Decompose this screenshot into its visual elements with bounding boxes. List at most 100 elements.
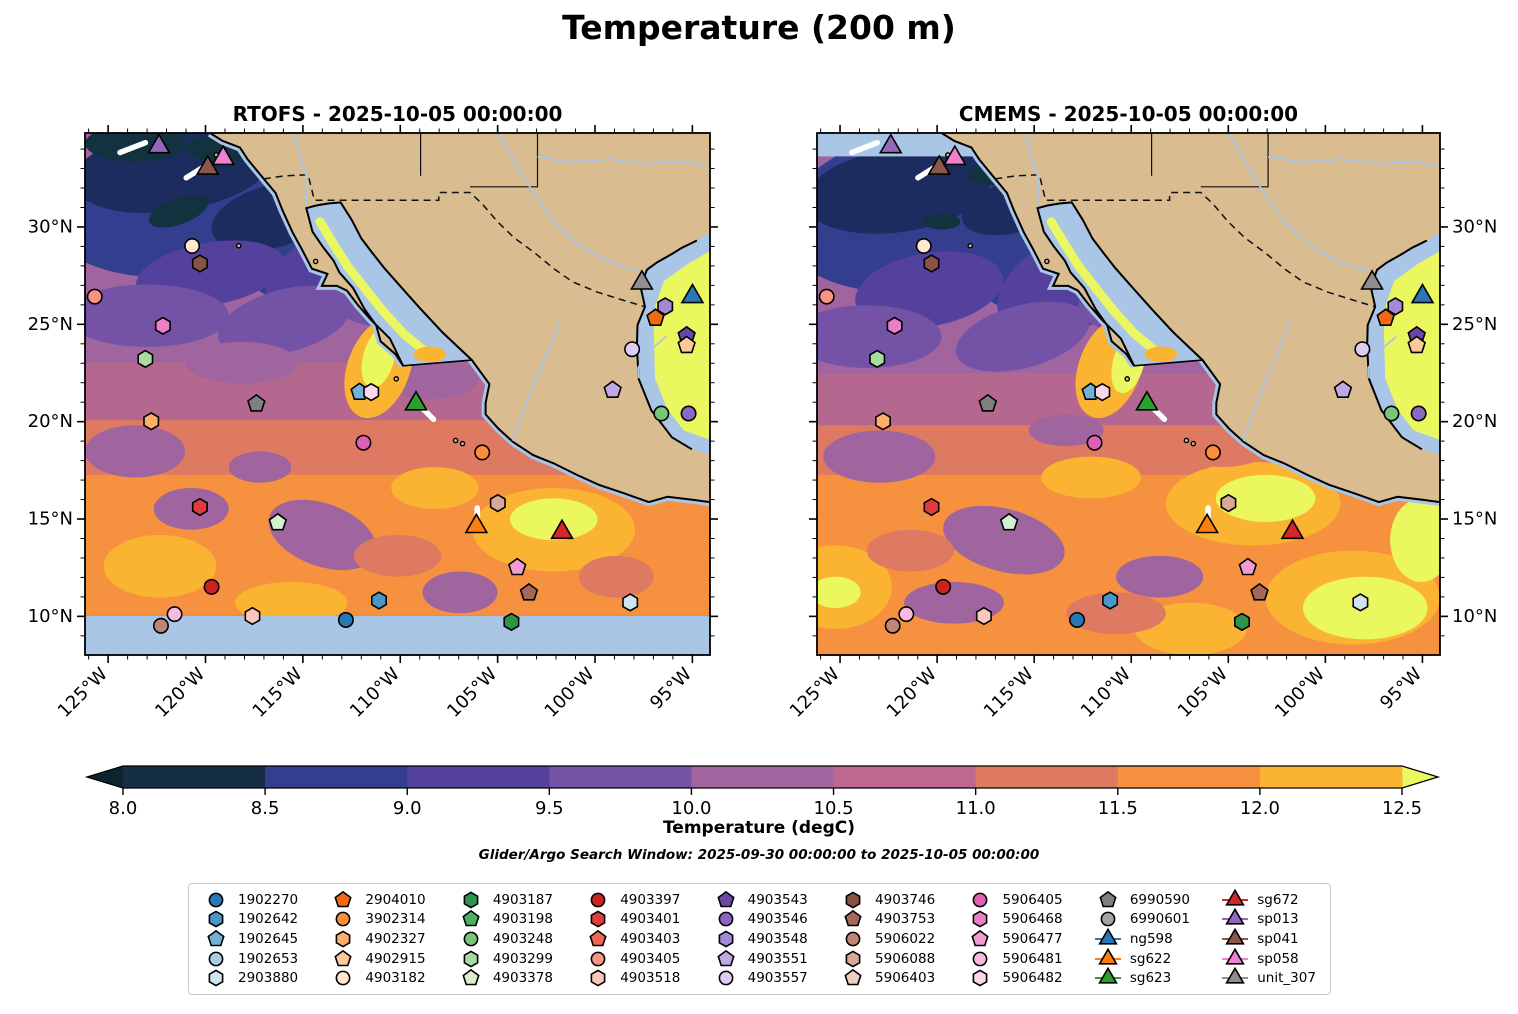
colorbar-segment <box>691 766 835 788</box>
map-marker-4903397 <box>203 578 220 595</box>
lon-tick-label: 125°W <box>786 664 844 722</box>
5906088-marker-icon <box>845 950 861 968</box>
map-marker-4903187 <box>503 612 520 632</box>
legend-label: 4903182 <box>365 970 426 987</box>
map-marker-5906022 <box>884 617 901 634</box>
legend-entry-4903187: 4903187 <box>458 890 553 910</box>
map-marker-4902327 <box>874 412 891 431</box>
legend-entry-2904010: 2904010 <box>330 890 426 910</box>
colorbar-segment <box>549 766 692 788</box>
legend-entry-4903551: 4903551 <box>713 949 808 969</box>
lon-tick-label: 105°W <box>443 664 501 722</box>
5906481-marker-icon <box>973 951 988 967</box>
map-marker-4903401 <box>923 497 940 517</box>
map-marker-1902642 <box>370 591 388 610</box>
legend-label: sg672 <box>1257 891 1299 908</box>
colorbar-under-arrow <box>87 766 123 788</box>
legend-label: 4903543 <box>747 891 808 908</box>
map-marker-sg623 <box>1135 390 1159 411</box>
legend-label: 5906088 <box>875 950 936 967</box>
map-marker-5906088 <box>489 493 506 513</box>
map-marker-4903546 <box>680 405 697 422</box>
4903378-marker-icon <box>462 969 480 986</box>
map-marker-4903548 <box>1387 297 1404 316</box>
legend-label: 5906022 <box>875 930 936 947</box>
colorbar-over-arrow <box>1402 766 1438 788</box>
legend-label: 3902314 <box>365 911 426 928</box>
map-marker-4903746 <box>923 254 940 273</box>
map-marker-4903248 <box>653 405 670 422</box>
colorbar-segment <box>1117 766 1261 788</box>
map-marker-4903397 <box>935 578 952 595</box>
colorbar-tick-label: 9.5 <box>535 798 564 819</box>
6990601-marker-icon <box>1100 911 1116 927</box>
lat-tick-label: 30°N <box>28 216 73 237</box>
map-marker-sg623 <box>404 390 428 411</box>
island <box>393 376 400 382</box>
legend-label: 4903198 <box>492 911 553 928</box>
legend-label: 6990590 <box>1129 891 1190 908</box>
map-marker-1902642 <box>1102 591 1119 610</box>
legend-entry-sg672: sg672 <box>1222 888 1316 910</box>
legend-label: sg622 <box>1129 950 1172 967</box>
4903551-marker-icon <box>716 949 735 966</box>
map-marker-1902270 <box>1069 611 1086 628</box>
legend-label: 4903299 <box>492 950 553 967</box>
legend-label: 4903405 <box>620 950 681 967</box>
legend-label: 4903557 <box>747 970 808 987</box>
legend-label: sp013 <box>1257 911 1299 928</box>
rtofs-subplot-title: RTOFS - 2025-10-05 00:00:00 <box>233 102 563 126</box>
state-border <box>1200 133 1269 188</box>
legend-label: 6990601 <box>1129 911 1190 928</box>
legend-entry-4903546: 4903546 <box>713 910 808 930</box>
1902270-marker-icon <box>208 892 224 908</box>
lat-tick-label: 25°N <box>1452 314 1497 335</box>
legend-label: 4903378 <box>492 970 553 987</box>
legend-label: 4903397 <box>620 891 681 908</box>
sp013-track <box>117 139 149 156</box>
1902642-marker-icon <box>208 910 224 928</box>
legend-label: 4903518 <box>620 970 681 987</box>
legend-label: 4903401 <box>620 911 681 928</box>
map-marker-5906481 <box>166 606 183 623</box>
rtofs-field <box>85 133 710 655</box>
map-marker-4903378 <box>999 512 1019 531</box>
map-marker-sg672 <box>1280 518 1305 540</box>
colorbar-segment <box>407 766 550 788</box>
search-window-subtitle: Glider/Argo Search Window: 2025-09-30 00… <box>478 847 1040 863</box>
map-marker-4903401 <box>191 497 208 517</box>
4903401-marker-icon <box>590 910 606 928</box>
legend-entry-4903403: 4903403 <box>585 929 680 949</box>
river <box>1024 133 1040 206</box>
map-marker-6990590 <box>247 393 266 412</box>
river <box>496 133 639 273</box>
map-marker-unit_307 <box>630 269 654 290</box>
legend-entry-sg622: sg622 <box>1094 947 1190 969</box>
5906477-marker-icon <box>971 929 990 947</box>
cmems-field <box>817 133 1440 655</box>
map-marker-2903880 <box>622 593 639 612</box>
4903248-marker-icon <box>463 931 479 947</box>
sp041-marker-icon <box>1222 927 1249 945</box>
legend-entry-1902270: 1902270 <box>203 890 298 910</box>
sg623-marker-icon <box>1094 966 1121 984</box>
map-marker-4903187 <box>1233 612 1251 632</box>
legend-label: 4903551 <box>747 950 808 967</box>
lon-tick-label: 105°W <box>1174 664 1232 722</box>
legend-entry-sp013: sp013 <box>1222 908 1316 930</box>
legend-entry-2903880: 2903880 <box>203 968 298 988</box>
4903546-marker-icon <box>718 911 734 927</box>
legend-label: sp058 <box>1257 950 1299 967</box>
map-marker-ng598 <box>1410 282 1435 304</box>
map-marker-4903548 <box>657 297 674 316</box>
lat-tick-label: 20°N <box>1452 411 1497 432</box>
map-marker-4903299 <box>869 349 886 369</box>
legend-entry-5906403: 5906403 <box>840 968 935 988</box>
map-marker-4903518 <box>244 606 261 626</box>
lon-tick-label: 95°W <box>1376 664 1426 714</box>
map-marker-5906088 <box>1220 493 1237 513</box>
map-marker-2904010 <box>646 308 665 326</box>
legend-entry-4903518: 4903518 <box>585 968 680 988</box>
state-border <box>470 133 539 188</box>
